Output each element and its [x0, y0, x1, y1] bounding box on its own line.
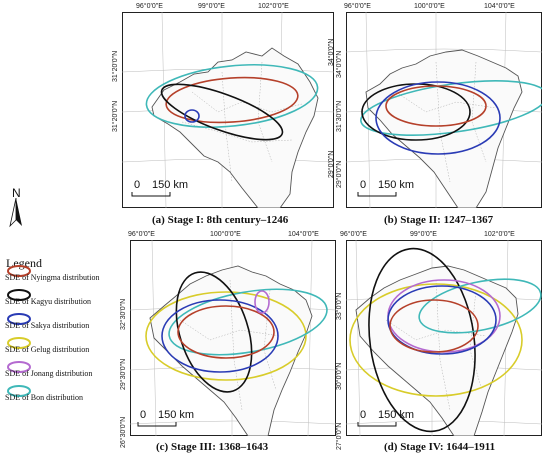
scale-label: 150 km: [378, 179, 415, 191]
legend-item-bon: SDE of Bon distribution: [0, 384, 118, 402]
panel-caption-c: (c) Stage III: 1368–1643: [156, 441, 269, 453]
north-arrow-label: N: [12, 186, 21, 200]
legend-item-sakya: SDE of Sakya distribution: [0, 312, 118, 330]
legend-label: SDE of Nyingma distribution: [5, 273, 100, 282]
lat-label: 27°0'0"N: [336, 422, 343, 450]
lon-label: 96°0'0"E: [344, 3, 371, 10]
legend-label: SDE of Kagyu distribution: [5, 297, 91, 306]
lat-label: 33°0'0"N: [336, 292, 343, 320]
lon-label: 96°0'0"E: [340, 231, 367, 238]
lat-label: 31°20'0"N: [112, 50, 119, 82]
map-frame: [346, 12, 542, 208]
lat-label: 26°30'0"N: [120, 416, 127, 448]
legend-label: SDE of Gelug distribution: [5, 345, 90, 354]
map-frame: [122, 12, 334, 208]
sde-bon-ellipse: [145, 64, 319, 128]
lon-label: 100°0'0"E: [210, 231, 241, 238]
sde-kagyu-ellipse: [368, 247, 476, 433]
sde-nyingma-ellipse: [385, 85, 487, 127]
sde-jonang-ellipse: [254, 290, 270, 314]
scale-zero: 0: [134, 179, 141, 191]
lon-label: 102°0'0"E: [484, 231, 515, 238]
lon-label: 100°0'0"E: [414, 3, 445, 10]
map-frame: [346, 240, 542, 436]
panel-caption-d: (d) Stage IV: 1644–1911: [384, 441, 496, 453]
legend-swatch: [7, 337, 31, 349]
map-panel-c: 0 150 km 96°0'0"E 100°0'0"E 104°0'0"E 32…: [120, 231, 336, 448]
legend-swatch: [7, 361, 31, 373]
lon-label: 104°0'0"E: [484, 3, 515, 10]
legend-item-jonang: SDE of Jonang distribution: [0, 360, 118, 378]
lat-label: 32°30'0"N: [120, 298, 127, 330]
sde-sakya-ellipse: [161, 299, 279, 373]
sde-nyingma-ellipse: [389, 299, 479, 353]
sde-bon-ellipse: [418, 278, 542, 334]
legend-swatch: [7, 289, 31, 301]
legend-swatch: [7, 313, 31, 325]
lat-label: 31°20'0"N: [112, 100, 119, 132]
lat-label: 34°0'0"N: [328, 38, 335, 66]
sde-nyingma-ellipse: [177, 305, 275, 359]
north-arrow-icon: [9, 198, 22, 228]
legend-item-gelug: SDE of Gelug distribution: [0, 336, 118, 354]
scale-zero: 0: [140, 409, 147, 421]
lat-label: 29°0'0"N: [336, 160, 343, 188]
scale-label: 150 km: [152, 179, 189, 191]
legend-label: SDE of Sakya distribution: [5, 321, 90, 330]
legend-item-nyingma: SDE of Nyingma distribution: [0, 264, 118, 282]
lat-label: 29°30'0"N: [120, 358, 127, 390]
lat-label: 29°0'0"N: [328, 150, 335, 178]
map-panel-d: 0 150 km 96°0'0"E 99°0'0"E 102°0'0"E 33°…: [336, 231, 542, 450]
scale-zero: 0: [360, 179, 367, 191]
lon-label: 102°0'0"E: [258, 3, 289, 10]
lon-label: 99°0'0"E: [410, 231, 437, 238]
map-panel-b: 0 150 km 96°0'0"E 100°0'0"E 104°0'0"E 34…: [336, 3, 542, 208]
study-area-outline: [151, 47, 319, 208]
panel-caption-a: (a) Stage I: 8th century–1246: [152, 214, 289, 226]
scale-label: 150 km: [378, 409, 415, 421]
panel-caption-b: (b) Stage II: 1247–1367: [384, 214, 494, 226]
sde-gelug-ellipse: [145, 291, 307, 381]
lat-label: 31°30'0"N: [336, 100, 343, 132]
map-frame: [130, 240, 336, 436]
legend-label: SDE of Bon distribution: [5, 393, 84, 402]
sde-gelug-ellipse: [349, 283, 523, 397]
sde-bon-ellipse: [360, 80, 542, 136]
map-panel-a: 0 150 km 96°0'0"E 99°0'0"E 102°0'0"E 31°…: [112, 3, 335, 208]
study-area-outline: [149, 265, 313, 436]
lon-label: 99°0'0"E: [198, 3, 225, 10]
sde-sakya-ellipse: [184, 109, 200, 123]
lat-label: 30°0'0"N: [336, 362, 343, 390]
legend-swatch: [7, 265, 31, 277]
sde-sakya-ellipse: [387, 285, 497, 355]
legend-label: SDE of Jonang distribution: [5, 369, 93, 378]
sde-nyingma-ellipse: [165, 76, 299, 124]
sde-kagyu-ellipse: [160, 83, 284, 141]
sde-sakya-ellipse: [375, 81, 501, 155]
lat-label: 34°0'0"N: [336, 50, 343, 78]
sde-bon-ellipse: [168, 288, 328, 356]
legend-swatch: [7, 385, 31, 397]
scale-label: 150 km: [158, 409, 195, 421]
lon-label: 96°0'0"E: [128, 231, 155, 238]
lon-label: 96°0'0"E: [136, 3, 163, 10]
legend-item-kagyu: SDE of Kagyu distribution: [0, 288, 118, 306]
scale-zero: 0: [360, 409, 367, 421]
lon-label: 104°0'0"E: [288, 231, 319, 238]
